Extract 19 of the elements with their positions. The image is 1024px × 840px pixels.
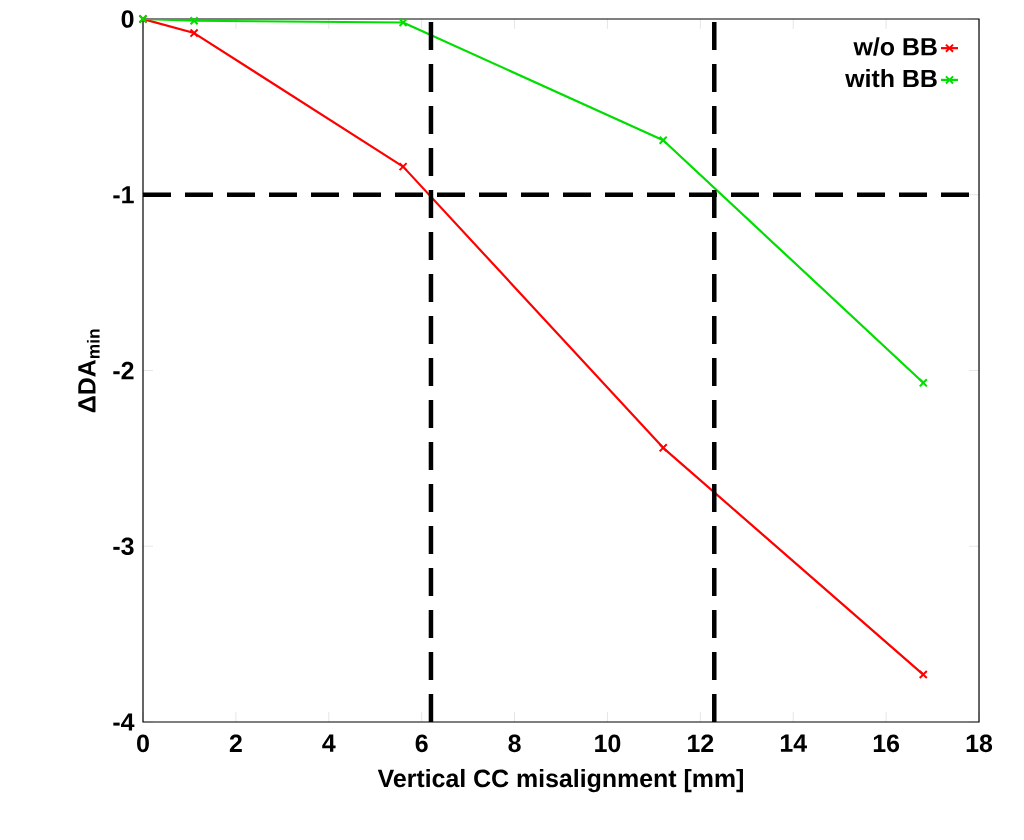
x-tick-label: 4 bbox=[322, 734, 336, 752]
y-tick-label: -2 bbox=[113, 361, 134, 380]
x-tick-label: 10 bbox=[595, 734, 621, 753]
x-tick-label: 16 bbox=[873, 734, 900, 753]
x-tick-label: 18 bbox=[966, 734, 993, 753]
legend-label: with BB bbox=[845, 69, 937, 88]
y-axis-title: ΔDA$_{min}$ bbox=[78, 329, 100, 413]
y-tick-label: -1 bbox=[113, 186, 134, 204]
y-tick-label: 0 bbox=[121, 10, 134, 28]
y-tick-label: -3 bbox=[113, 537, 134, 556]
y-tick-label: -4 bbox=[113, 713, 135, 731]
x-tick-label: 6 bbox=[415, 734, 428, 753]
x-tick-label: 0 bbox=[137, 734, 149, 753]
x-tick-label: 14 bbox=[780, 734, 807, 752]
x-tick-label: 2 bbox=[229, 734, 242, 752]
x-axis-title: Vertical CC misalignment [mm] bbox=[377, 768, 743, 793]
x-tick-label: 8 bbox=[508, 734, 521, 753]
x-tick-label: 12 bbox=[688, 734, 714, 752]
legend-label: w/o BB bbox=[853, 37, 937, 56]
